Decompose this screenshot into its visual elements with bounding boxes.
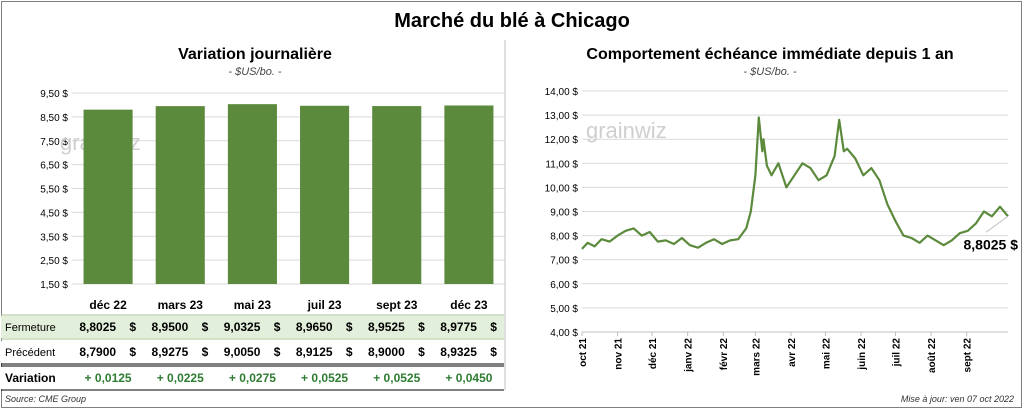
- bar-0: [83, 109, 133, 285]
- bar-category-label: mars 23: [158, 298, 204, 312]
- bar-category-label: sept 23: [376, 298, 418, 312]
- bar-5: [444, 105, 494, 284]
- line-x-tick-label: mai 22: [821, 338, 832, 370]
- table-cell-value: + 0,0275: [229, 371, 276, 385]
- main-title: Marché du blé à Chicago: [394, 10, 630, 32]
- table-cell-unit: $: [418, 345, 425, 359]
- line-x-tick-label: févr 22: [719, 338, 730, 371]
- bar-y-tick-label: 9,50 $: [40, 89, 68, 100]
- bar-y-tick-label: 8,50 $: [40, 113, 68, 124]
- table-cell-unit: $: [274, 320, 281, 334]
- table-cell-unit: $: [490, 320, 497, 334]
- table-cell-value: 8,9650: [296, 320, 333, 334]
- line-x-tick-label: juil 22: [891, 338, 902, 368]
- line-y-tick-label: 14,00 $: [545, 87, 579, 98]
- line-x-tick-label: nov 21: [614, 338, 625, 370]
- line-x-tick-label: août 22: [927, 338, 938, 373]
- line-y-tick-label: 10,00 $: [545, 183, 579, 194]
- bar-y-tick-label: 5,50 $: [40, 185, 68, 196]
- table-row-bg: [1, 341, 504, 363]
- last-value-label: 8,8025 $: [964, 236, 1019, 252]
- line-y-tick-label: 6,00 $: [550, 280, 578, 291]
- line-x-tick-label: déc 21: [648, 338, 659, 370]
- table-row-bg: [1, 316, 504, 338]
- line-y-tick-label: 4,00 $: [550, 328, 578, 339]
- bar-category-label: déc 23: [450, 298, 488, 312]
- table-cell-unit: $: [490, 345, 497, 359]
- table-cell-value: 8,9325: [440, 345, 477, 359]
- line-y-tick-label: 8,00 $: [550, 232, 578, 243]
- table-cell-unit: $: [346, 345, 353, 359]
- bar-category-label: juil 23: [307, 298, 342, 312]
- table-cell-value: 8,9275: [152, 345, 189, 359]
- table-cell-value: 8,7900: [79, 345, 116, 359]
- price-line-series: [581, 116, 1009, 250]
- table-cell-value: 9,0325: [224, 320, 261, 334]
- table-cell-unit: $: [129, 320, 136, 334]
- bar-2: [227, 104, 277, 284]
- bar-y-tick-label: 3,50 $: [40, 232, 68, 243]
- bar-y-tick-label: 2,50 $: [40, 256, 68, 267]
- bar-category-label: déc 22: [89, 298, 127, 312]
- line-y-tick-label: 13,00 $: [545, 111, 579, 122]
- table-cell-value: 8,9525: [368, 320, 405, 334]
- left-chart-title: Variation journalière: [178, 46, 332, 63]
- table-cell-value: + 0,0525: [373, 371, 420, 385]
- right-chart-title: Comportement échéance immédiate depuis 1…: [586, 46, 954, 63]
- line-y-tick-label: 11,00 $: [545, 159, 578, 170]
- bar-y-tick-label: 6,50 $: [40, 161, 68, 172]
- table-row-label: Fermeture: [5, 322, 56, 334]
- table-cell-value: + 0,0525: [301, 371, 348, 385]
- table-cell-value: 8,9000: [368, 345, 405, 359]
- line-x-tick-label: janv 22: [684, 338, 695, 373]
- line-x-tick-label: oct 21: [578, 338, 589, 367]
- bar-3: [300, 105, 350, 284]
- bar-y-tick-label: 1,50 $: [40, 280, 68, 291]
- watermark-right: grainwiz: [586, 118, 667, 143]
- table-cell-value: 8,8025: [79, 320, 116, 334]
- last-value-leader: [985, 215, 1009, 233]
- line-y-tick-label: 7,00 $: [550, 256, 578, 267]
- bar-y-tick-label: 4,50 $: [40, 208, 68, 219]
- table-cell-unit: $: [129, 345, 136, 359]
- table-cell-unit: $: [418, 320, 425, 334]
- table-cell-unit: $: [346, 320, 353, 334]
- update-note: Mise à jour: ven 07 oct 2022: [900, 394, 1014, 404]
- table-cell-value: + 0,0225: [157, 371, 204, 385]
- line-y-tick-label: 9,00 $: [550, 208, 578, 219]
- table-cell-value: 8,9500: [152, 320, 189, 334]
- table-cell-unit: $: [274, 345, 281, 359]
- table-cell-unit: $: [202, 320, 209, 334]
- line-y-tick-label: 12,00 $: [545, 135, 579, 146]
- bar-4: [372, 106, 422, 284]
- table-cell-unit: $: [202, 345, 209, 359]
- right-chart-subtitle: - $US/bo. -: [743, 66, 797, 78]
- line-x-tick-label: sept 22: [963, 338, 974, 373]
- bar-y-tick-label: 7,50 $: [40, 137, 68, 148]
- table-cell-value: 8,9775: [440, 320, 477, 334]
- line-y-tick-label: 5,00 $: [550, 304, 578, 315]
- table-cell-value: + 0,0125: [85, 371, 132, 385]
- source-note: Source: CME Group: [5, 394, 87, 404]
- table-cell-value: 8,9125: [296, 345, 333, 359]
- table-row-label: Précédent: [5, 347, 55, 359]
- line-x-tick-label: juin 22: [857, 338, 868, 371]
- table-row-bg: [1, 367, 504, 389]
- table-cell-value: 9,0050: [224, 345, 261, 359]
- line-x-tick-label: avr 22: [787, 338, 798, 367]
- table-row-label: Variation: [5, 371, 56, 385]
- left-chart-subtitle: - $US/bo. -: [228, 66, 282, 78]
- bar-category-label: mai 23: [234, 298, 272, 312]
- table-cell-value: + 0,0450: [445, 371, 492, 385]
- line-x-tick-label: mars 22: [751, 338, 762, 376]
- bar-1: [155, 106, 205, 284]
